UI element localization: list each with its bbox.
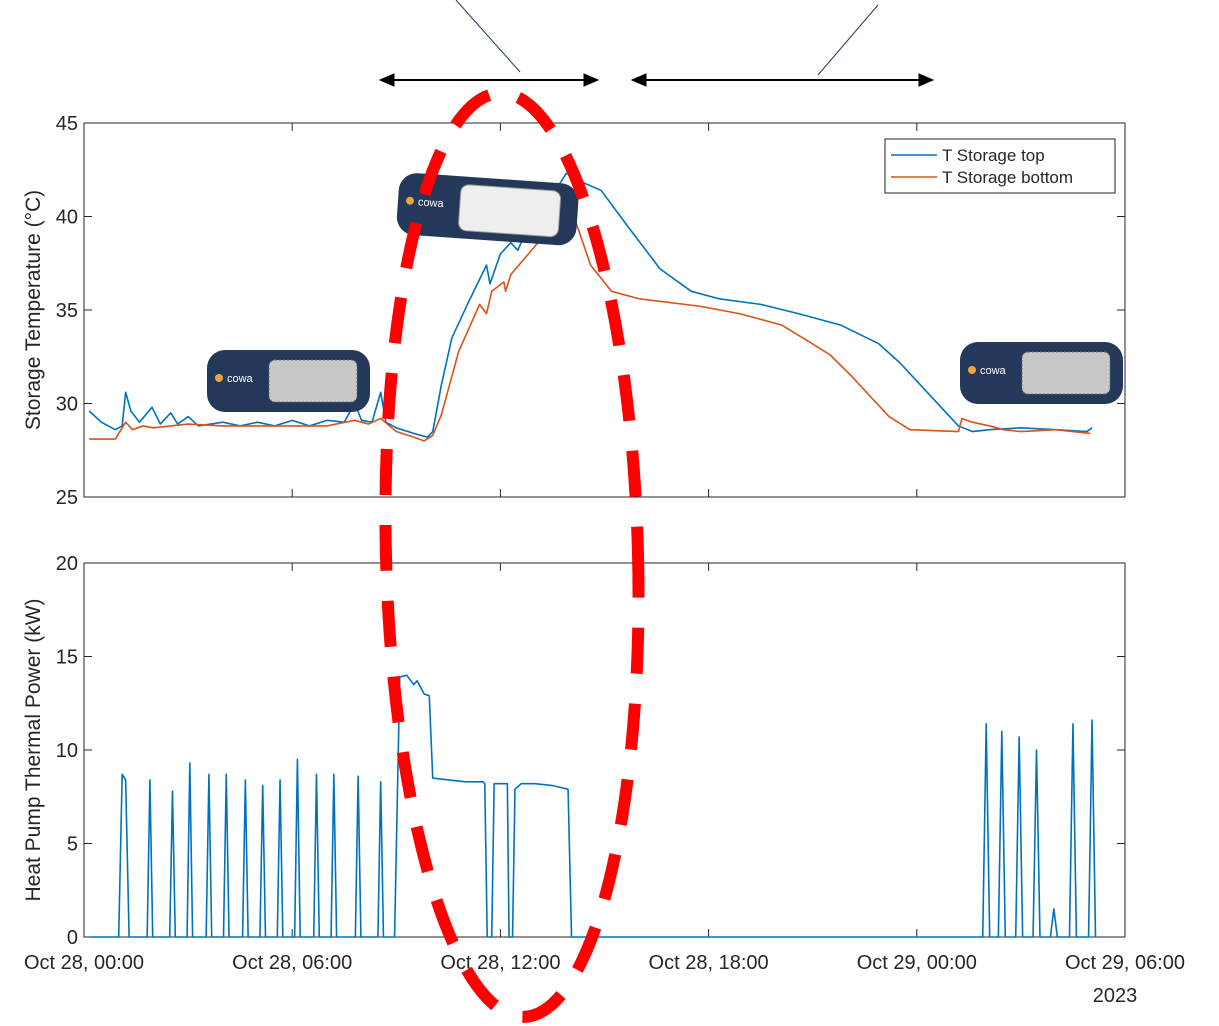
device-window xyxy=(1022,352,1110,394)
x-tick-label: Oct 28, 12:00 xyxy=(440,952,560,974)
y-tick-label: 10 xyxy=(56,740,78,762)
device-label: cowa xyxy=(418,196,445,210)
annotations xyxy=(380,0,933,86)
x-tick-label: Oct 28, 00:00 xyxy=(24,952,144,974)
x-tick-label: Oct 29, 00:00 xyxy=(857,952,977,974)
legend-label: T Storage top xyxy=(942,146,1045,165)
y-tick-label: 40 xyxy=(56,207,78,229)
y-axis-title: Storage Temperature (°C) xyxy=(22,190,45,430)
y-axis-title: Heat Pump Thermal Power (kW) xyxy=(22,598,45,901)
x-tick-label: Oct 28, 18:00 xyxy=(649,952,769,974)
y-tick-label: 20 xyxy=(56,553,78,575)
pointer-line xyxy=(456,0,520,72)
arrow-head xyxy=(632,74,646,86)
device-logo xyxy=(215,374,223,382)
device-window xyxy=(458,184,561,237)
y-tick-label: 35 xyxy=(56,300,78,322)
device-window xyxy=(269,360,357,402)
figure: 25 30 35 40 45 Storage Temperature (°C) T Stor… xyxy=(0,0,1219,1026)
legend-label: T Storage bottom xyxy=(942,168,1073,187)
pointer-line xyxy=(818,5,878,75)
device-image: cowa xyxy=(207,350,370,412)
y-tick-label: 45 xyxy=(56,113,78,135)
y-tick-label: 0 xyxy=(67,927,78,949)
y-tick-label: 15 xyxy=(56,647,78,669)
device-label: cowa xyxy=(980,365,1007,377)
device-label: cowa xyxy=(227,373,254,385)
x-tick-label: Oct 28, 06:00 xyxy=(232,952,352,974)
arrow-head xyxy=(584,74,598,86)
y-tick-label: 30 xyxy=(56,394,78,416)
y-tick-label: 5 xyxy=(67,834,78,856)
device-image: cowa xyxy=(960,342,1123,404)
legend: T Storage top T Storage bottom xyxy=(885,139,1115,193)
arrow-head xyxy=(380,74,394,86)
x-tick-label: Oct 29, 06:00 xyxy=(1065,952,1185,974)
x-sublabel: 2023 xyxy=(1093,985,1138,1007)
y-tick-label: 25 xyxy=(56,487,78,509)
arrow-head xyxy=(919,74,933,86)
device-logo xyxy=(968,366,976,374)
